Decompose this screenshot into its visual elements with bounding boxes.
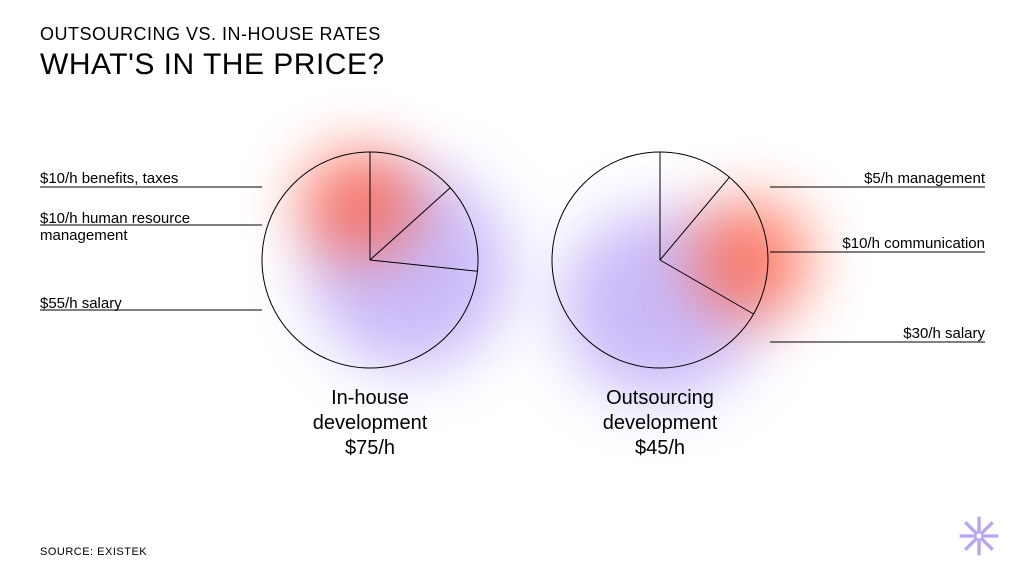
pie-caption: Outsourcingdevelopment$45/h (540, 386, 780, 461)
pie-divider (370, 188, 450, 260)
slice-label: $10/h benefits, taxes (40, 170, 178, 187)
pie-divider (660, 260, 754, 314)
slice-label: $30/h salary (903, 325, 985, 342)
slice-label: $5/h management (864, 170, 985, 187)
slice-label: $10/h communication (842, 235, 985, 252)
source-text: SOURCE: EXISTEK (40, 546, 147, 558)
title-text: WHAT'S IN THE PRICE? (40, 48, 385, 82)
chart-area: $10/h benefits, taxes $10/h human resourc… (0, 140, 1024, 520)
pie-divider (660, 177, 729, 260)
slice-label: $55/h salary (40, 295, 122, 312)
pie-caption: In-housedevelopment$75/h (250, 386, 490, 461)
pie-divider (370, 260, 477, 271)
slice-label: $10/h human resourcemanagement (40, 210, 240, 245)
subtitle-text: OUTSOURCING VS. IN-HOUSE RATES (40, 24, 381, 45)
asterisk-logo-icon (958, 515, 1000, 562)
